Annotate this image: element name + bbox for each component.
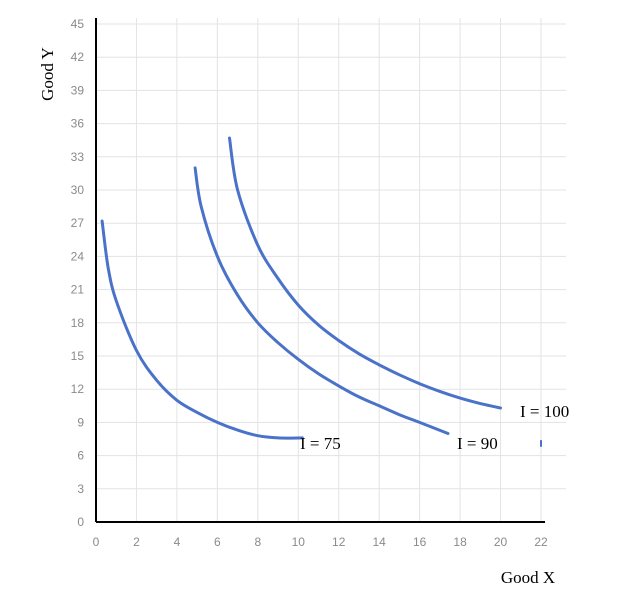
x-tick-label: 18 xyxy=(453,535,467,549)
curve-series-2 xyxy=(193,166,450,435)
x-tick-label: 10 xyxy=(292,535,306,549)
curve-label-1: I = 75 xyxy=(300,434,341,453)
y-tick-label: 39 xyxy=(71,83,85,97)
x-tick-label: 4 xyxy=(174,535,181,549)
x-tick-label: 20 xyxy=(494,535,508,549)
y-tick-label: 12 xyxy=(71,382,85,396)
x-tick-label: 0 xyxy=(93,535,100,549)
curve-label-3: I = 100 xyxy=(520,402,569,421)
x-tick-label: 8 xyxy=(254,535,261,549)
y-tick-label: 36 xyxy=(71,117,85,131)
x-tick-label: 6 xyxy=(214,535,221,549)
x-axis-title: Good X xyxy=(501,568,555,587)
y-tick-label: 27 xyxy=(71,216,85,230)
y-tick-label: 42 xyxy=(71,50,85,64)
curve-label-2: I = 90 xyxy=(457,434,498,453)
x-tick-labels: 0 2 4 6 8 10 12 14 16 18 20 22 xyxy=(93,535,548,549)
x-tick-label: 14 xyxy=(373,535,387,549)
y-tick-label: 21 xyxy=(71,283,85,297)
y-tick-label: 18 xyxy=(71,316,85,330)
y-tick-label: 24 xyxy=(71,249,85,263)
x-tick-label: 12 xyxy=(332,535,346,549)
curve-series-3 xyxy=(228,136,502,410)
y-tick-label: 6 xyxy=(77,449,84,463)
axes xyxy=(95,18,545,523)
y-tick-label: 15 xyxy=(71,349,85,363)
curves xyxy=(100,136,542,447)
x-tick-label: 2 xyxy=(133,535,140,549)
curve-labels: I = 75 I = 90 I = 100 xyxy=(300,402,569,453)
y-axis-title: Good Y xyxy=(38,47,57,101)
y-tick-label: 0 xyxy=(77,515,84,529)
x-tick-label: 22 xyxy=(534,535,548,549)
y-tick-label: 9 xyxy=(77,415,84,429)
y-tick-label: 45 xyxy=(71,17,85,31)
curve-series-1 xyxy=(100,219,304,440)
y-tick-label: 33 xyxy=(71,150,85,164)
y-tick-label: 30 xyxy=(71,183,85,197)
y-tick-label: 3 xyxy=(77,482,84,496)
x-tick-label: 16 xyxy=(413,535,427,549)
gridlines xyxy=(96,18,566,522)
